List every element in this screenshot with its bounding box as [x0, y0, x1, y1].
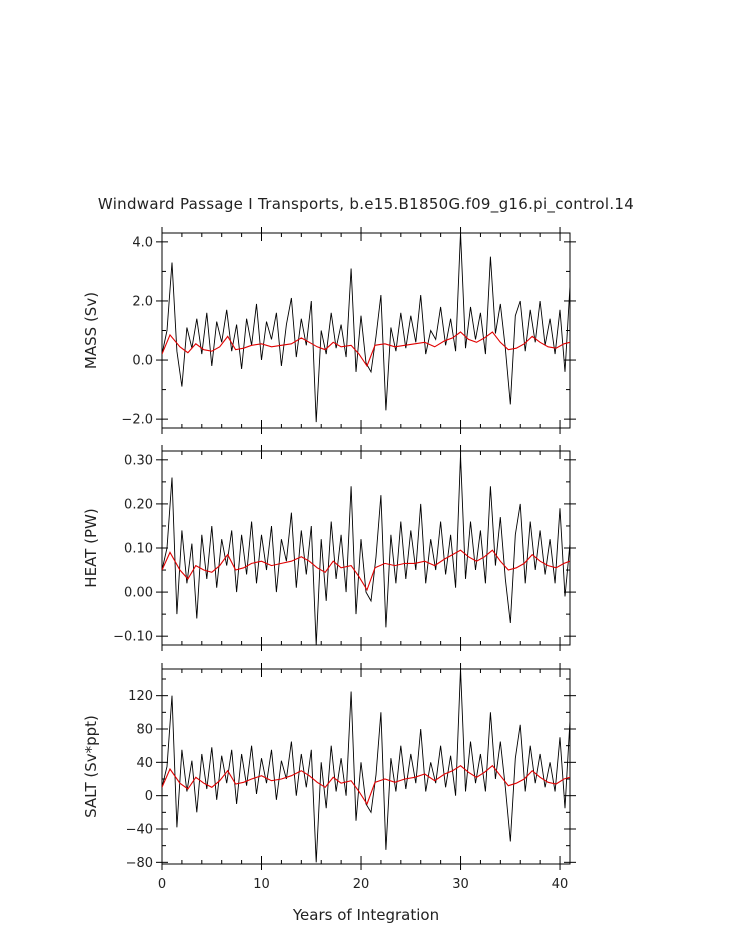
y-tick-label: −0.10	[113, 630, 153, 645]
y-tick-label: 2.0	[132, 294, 153, 309]
y-axis-title-mass: MASS (Sv)	[82, 292, 100, 369]
figure-title: Windward Passage I Transports, b.e15.B18…	[98, 195, 634, 214]
y-tick-label: 0.10	[124, 542, 153, 557]
x-axis-title: Years of Integration	[292, 906, 439, 924]
raw-series-line-salt	[162, 669, 570, 863]
y-tick-label: 40	[136, 756, 153, 771]
y-tick-label: 0.0	[132, 354, 153, 369]
x-tick-label: 40	[552, 877, 569, 892]
y-tick-label: 0.00	[124, 586, 153, 601]
raw-series-line-mass	[162, 233, 570, 423]
plot-frame-salt	[161, 668, 571, 865]
y-axis-title-salt: SALT (Sv*ppt)	[82, 715, 100, 818]
y-tick-label: −2.0	[121, 413, 153, 428]
x-tick-label: 10	[253, 877, 270, 892]
y-tick-label: 120	[128, 689, 153, 704]
y-tick-label: 0.30	[124, 453, 153, 468]
x-tick-label: 0	[158, 877, 166, 892]
raw-series-line-heat	[162, 455, 570, 645]
smoothed-series-line-mass	[162, 331, 570, 368]
smoothed-series-line-heat	[162, 549, 570, 592]
y-axis-title-heat: HEAT (PW)	[82, 508, 100, 587]
smoothed-series-line-salt	[162, 764, 570, 806]
y-tick-label: −80	[126, 856, 153, 871]
y-tick-label: −40	[126, 823, 153, 838]
panel-salt: −80 −40 0 40 80 120 SALT (Sv*ppt)	[82, 663, 576, 871]
y-tick-label: 4.0	[132, 235, 153, 250]
x-tick-label: 20	[353, 877, 370, 892]
panel-heat: −0.10 0.00 0.10 0.20 0.30 HEAT (PW)	[82, 445, 576, 651]
y-tick-label: 0.20	[124, 497, 153, 512]
y-tick-label: 0	[145, 789, 153, 804]
panel-mass: −2.0 0.0 2.0 4.0 MASS (Sv)	[82, 227, 576, 434]
chart-panels: −2.0 0.0 2.0 4.0 MASS (Sv) −0.10 0.00 0.10 0.20 0…	[82, 227, 576, 892]
x-tick-label: 30	[452, 877, 469, 892]
y-tick-label: 80	[136, 723, 153, 738]
